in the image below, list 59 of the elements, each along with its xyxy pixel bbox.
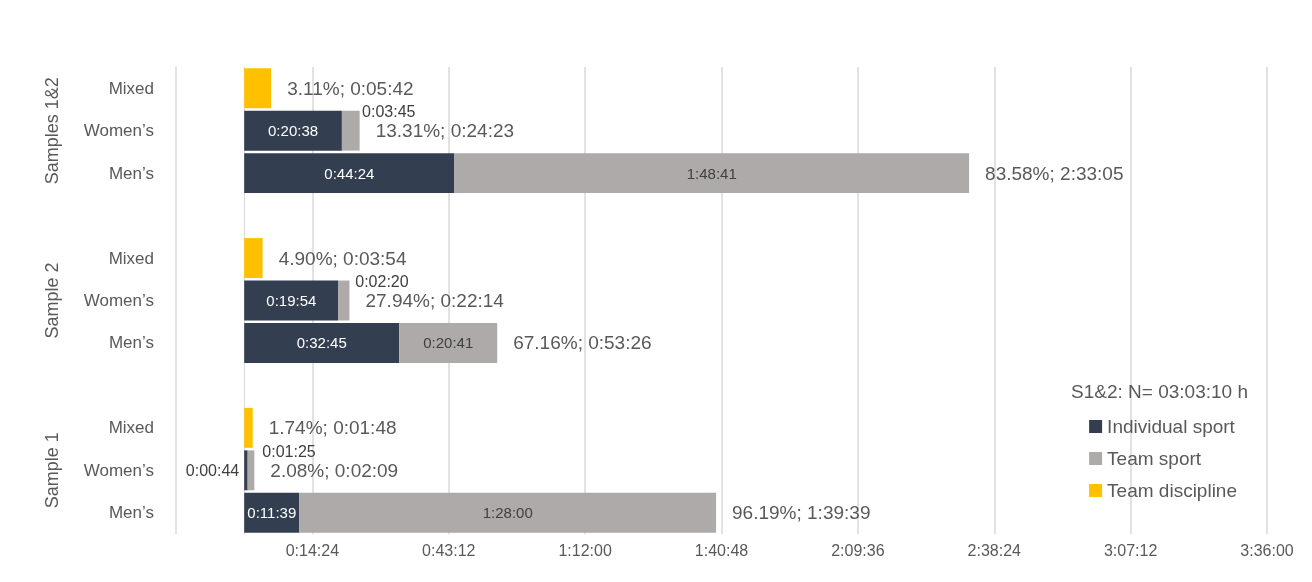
data-label: 0:19:54 bbox=[266, 292, 317, 309]
total-label: 67.16%; 0:53:26 bbox=[513, 332, 652, 354]
bar bbox=[244, 153, 455, 194]
total-label: 1.74%; 0:01:48 bbox=[268, 417, 397, 439]
bar bbox=[244, 450, 248, 491]
total-label: 3.11%; 0:05:42 bbox=[287, 77, 414, 99]
bar bbox=[454, 153, 970, 194]
total-label: 2.08%; 0:02:09 bbox=[270, 459, 399, 481]
y-tick-label: Women’s bbox=[83, 460, 154, 480]
y-tick-label: Mixed bbox=[108, 248, 154, 268]
x-tick-label: 3:07:12 bbox=[1103, 541, 1158, 559]
bar bbox=[244, 407, 253, 448]
bar bbox=[244, 68, 272, 109]
x-tick-label: 3:36:00 bbox=[1240, 541, 1294, 559]
bar bbox=[244, 280, 339, 321]
data-label: 0:11:39 bbox=[247, 504, 297, 522]
legend-label: Team discipline bbox=[1107, 480, 1238, 501]
legend-label: Individual sport bbox=[1107, 416, 1236, 437]
data-label: 1:48:41 bbox=[686, 164, 737, 182]
data-label: 0:32:45 bbox=[296, 334, 347, 352]
total-label: 4.90%; 0:03:54 bbox=[278, 247, 407, 269]
data-label: 0:02:20 bbox=[355, 273, 409, 291]
bar bbox=[247, 450, 255, 491]
bar bbox=[338, 280, 350, 321]
x-tick-label: 1:12:00 bbox=[558, 541, 612, 559]
x-tick-label: 1:40:48 bbox=[694, 541, 749, 559]
bar bbox=[244, 323, 400, 363]
y-tick-label: Men’s bbox=[108, 503, 154, 523]
total-label: 96.19%; 1:39:39 bbox=[732, 502, 871, 524]
legend-label: Team sport bbox=[1107, 448, 1202, 469]
data-label: 0:03:45 bbox=[362, 103, 416, 121]
total-label: 13.31%; 0:24:23 bbox=[375, 120, 515, 142]
y-tick-label: Men’s bbox=[108, 163, 154, 183]
text: Sample 2 bbox=[42, 262, 62, 339]
x-tick-label: 2:38:24 bbox=[967, 541, 1022, 559]
total-label: 83.58%; 2:33:05 bbox=[985, 162, 1124, 184]
text: Sample 1 bbox=[42, 432, 62, 509]
x-tick-label: 0:43:12 bbox=[422, 541, 476, 559]
legend-title: S1&2: N= 03:03:10 h bbox=[1071, 381, 1248, 402]
x-tick-label: 2:09:36 bbox=[831, 541, 885, 559]
data-label: 0:00:44 bbox=[185, 461, 240, 479]
data-label: 0:01:25 bbox=[262, 442, 316, 460]
y-tick-label: Women’s bbox=[83, 121, 154, 141]
y-tick-label: Women’s bbox=[83, 291, 154, 310]
text: Samples 1&2 bbox=[42, 77, 62, 185]
bar bbox=[299, 492, 717, 533]
y-tick-label: Mixed bbox=[108, 78, 154, 98]
bar bbox=[244, 110, 342, 151]
total-label: 27.94%; 0:22:14 bbox=[365, 290, 505, 311]
y-tick-label: Men’s bbox=[108, 333, 154, 353]
data-label: 0:20:41 bbox=[423, 334, 474, 352]
data-label: 0:20:38 bbox=[268, 122, 319, 140]
y-tick-label: Mixed bbox=[108, 418, 154, 438]
x-tick-label: 0:14:24 bbox=[285, 541, 340, 559]
bar bbox=[399, 323, 498, 363]
bar bbox=[244, 238, 263, 278]
bar bbox=[341, 110, 360, 151]
data-label: 0:44:24 bbox=[324, 164, 375, 182]
data-label: 1:28:00 bbox=[482, 504, 533, 522]
